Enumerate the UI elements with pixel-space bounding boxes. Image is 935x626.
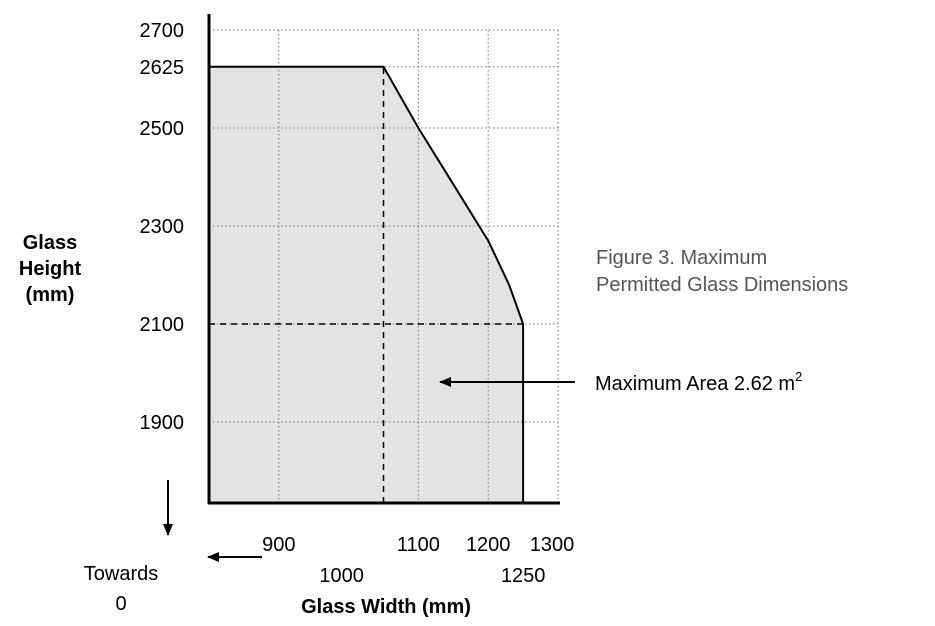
gridlines	[209, 29, 559, 503]
y-tick-label: 2100	[140, 314, 185, 336]
y-axis-title: Glass Height (mm)	[19, 232, 82, 306]
permitted-area	[209, 66, 524, 504]
y-axis-title-line: (mm)	[26, 284, 75, 306]
reference-lines	[209, 66, 524, 503]
max-area-label: Maximum Area 2.62 m2	[595, 369, 802, 395]
boundary-curve	[209, 65, 525, 325]
y-tick-label: 2700	[140, 20, 185, 42]
towards-label-line: Towards	[84, 563, 158, 585]
y-axis-title-line: Glass	[23, 232, 77, 254]
y-tick-label: 2625	[140, 57, 185, 79]
y-tick-label: 2300	[140, 216, 185, 238]
x-tick-label: 1200	[466, 534, 511, 556]
caption-line: Figure 3. Maximum	[596, 247, 767, 269]
x-ticks: 900 1100 1200 1300 1000 1250	[262, 534, 574, 587]
towards-label-line: 0	[115, 593, 126, 615]
figure-caption: Figure 3. Maximum Permitted Glass Dimensi…	[596, 247, 848, 296]
caption-line: Permitted Glass Dimensions	[596, 274, 848, 296]
x-tick-label: 1000	[319, 565, 364, 587]
y-tick-label: 2500	[140, 118, 185, 140]
x-tick-label: 1300	[530, 534, 575, 556]
y-axis-title-line: Height	[19, 258, 82, 280]
towards-zero-label: Towards 0	[84, 563, 158, 615]
y-tick-label: 1900	[140, 412, 185, 434]
x-tick-label: 1100	[397, 534, 440, 556]
x-axis-title: Glass Width (mm)	[301, 596, 471, 618]
y-ticks: 2700 2625 2500 2300 2100 1900	[140, 20, 185, 434]
x-tick-label: 1250	[501, 565, 546, 587]
x-tick-label: 900	[262, 534, 295, 556]
